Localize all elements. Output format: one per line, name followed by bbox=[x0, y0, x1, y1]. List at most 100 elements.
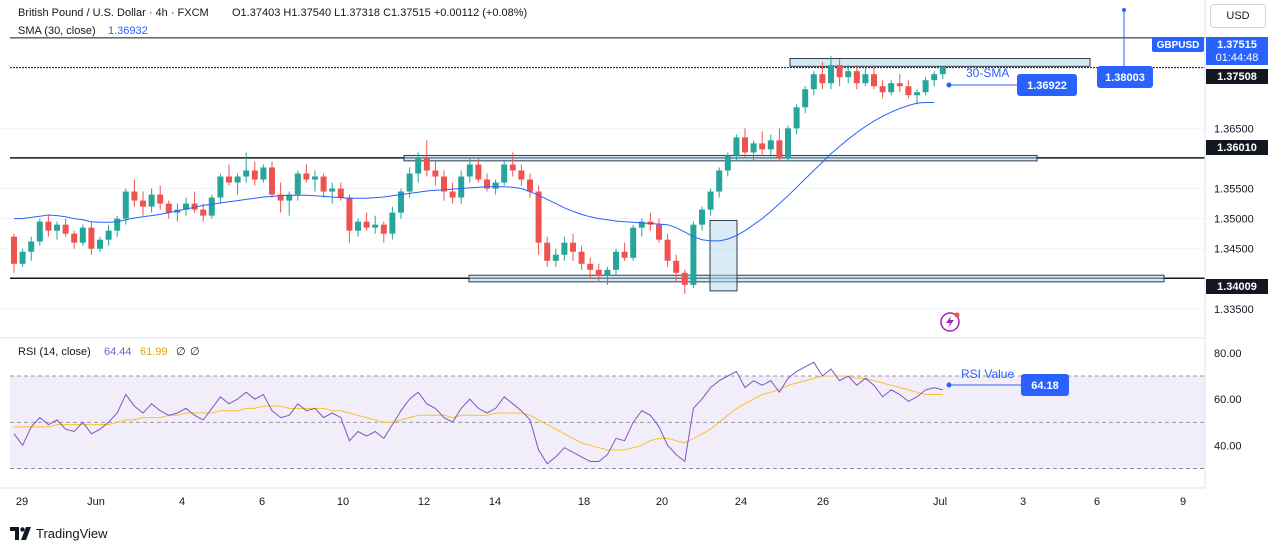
sma-callout[interactable]: 1.36922 30-SMA bbox=[946, 66, 1078, 96]
candle bbox=[79, 224, 86, 246]
candle bbox=[922, 77, 929, 96]
candle-body bbox=[888, 83, 895, 93]
candle bbox=[11, 233, 17, 273]
candle-body bbox=[122, 191, 129, 219]
level-tag-1: 1.37508 bbox=[1206, 69, 1268, 84]
time-tick-label: 4 bbox=[179, 496, 185, 508]
candle-body bbox=[36, 221, 43, 242]
candle bbox=[303, 164, 310, 183]
time-scale[interactable]: 29 Jun 4 6 10 12 14 18 20 24 26 Jul 3 6 9 bbox=[16, 496, 1186, 508]
candle bbox=[656, 218, 662, 243]
candle bbox=[767, 134, 774, 159]
candle-body bbox=[466, 164, 473, 177]
candle bbox=[458, 170, 465, 204]
target-callout[interactable]: 1.38003 bbox=[1097, 8, 1153, 88]
candle-body bbox=[819, 74, 826, 84]
candle-body bbox=[552, 254, 559, 261]
candle-body bbox=[604, 269, 611, 276]
rsi-tick-label: 40.00 bbox=[1214, 440, 1242, 452]
candle-body bbox=[638, 221, 645, 228]
candle bbox=[88, 221, 95, 255]
candle-body bbox=[183, 203, 189, 210]
tradingview-logo[interactable]: TradingView bbox=[10, 524, 108, 542]
candle-body bbox=[853, 71, 860, 84]
candle bbox=[441, 170, 447, 201]
candle-body bbox=[320, 176, 327, 192]
candle bbox=[398, 188, 404, 219]
candle-body bbox=[114, 218, 121, 231]
candle-body bbox=[681, 272, 688, 285]
candle-body bbox=[105, 230, 112, 240]
target-callout-text: 1.38003 bbox=[1105, 72, 1145, 84]
candle-body bbox=[28, 241, 35, 252]
time-tick-label: 6 bbox=[259, 496, 265, 508]
candle bbox=[871, 65, 877, 90]
candle bbox=[776, 128, 783, 162]
candle bbox=[552, 248, 559, 267]
price-scale[interactable]: 1.36500 1.35500 1.35000 1.34500 1.33500 bbox=[1214, 123, 1254, 316]
currency-button[interactable]: USD bbox=[1210, 4, 1266, 28]
candle-body bbox=[217, 176, 224, 198]
candle-body bbox=[423, 158, 430, 171]
level-tag-3: 1.34009 bbox=[1206, 279, 1268, 294]
candle-body bbox=[759, 143, 766, 150]
time-tick-label: 12 bbox=[418, 496, 430, 508]
candle bbox=[604, 266, 611, 285]
candle bbox=[742, 128, 748, 159]
candle bbox=[234, 173, 241, 195]
candle bbox=[475, 158, 482, 183]
rsi-scale[interactable]: 80.00 60.00 40.00 bbox=[1214, 348, 1242, 452]
candle-body bbox=[45, 221, 52, 231]
candle bbox=[905, 80, 912, 99]
candle-body bbox=[544, 242, 551, 261]
rsi-callout-text: 64.18 bbox=[1031, 380, 1059, 392]
candle bbox=[914, 89, 920, 105]
candle bbox=[415, 152, 422, 183]
rsi-tick-label: 60.00 bbox=[1214, 394, 1242, 406]
candle-body bbox=[828, 65, 834, 84]
candle-body bbox=[363, 221, 370, 228]
candle-body bbox=[587, 263, 594, 270]
lightning-icon[interactable] bbox=[940, 312, 960, 332]
zone-rect bbox=[468, 274, 1165, 283]
candle bbox=[19, 248, 26, 267]
candle bbox=[587, 257, 594, 279]
candle-body bbox=[475, 164, 482, 180]
countdown-text: 01:44:48 bbox=[1216, 52, 1259, 64]
candle-body bbox=[398, 191, 404, 213]
time-tick-label: 10 bbox=[337, 496, 349, 508]
candle-body bbox=[664, 239, 671, 261]
candle bbox=[888, 80, 895, 96]
candle-body bbox=[509, 164, 516, 171]
candle bbox=[544, 236, 551, 267]
rsi-callout[interactable]: 64.18 RSI Value bbox=[946, 367, 1070, 396]
candle-body bbox=[802, 89, 809, 108]
time-tick-label: 9 bbox=[1180, 496, 1186, 508]
candle bbox=[148, 188, 155, 213]
candles bbox=[11, 56, 946, 294]
candle-body bbox=[570, 242, 576, 252]
tradingview-logo-icon bbox=[10, 526, 32, 540]
candle-body bbox=[441, 176, 447, 192]
candle-body bbox=[845, 71, 852, 78]
candle-body bbox=[914, 92, 920, 96]
candle bbox=[819, 62, 826, 90]
time-tick-label: 3 bbox=[1020, 496, 1026, 508]
candle-body bbox=[939, 66, 946, 75]
candle-body bbox=[97, 239, 103, 249]
candle bbox=[810, 71, 817, 96]
candle bbox=[122, 188, 129, 225]
candle bbox=[724, 152, 731, 177]
rsi-line bbox=[13, 361, 943, 465]
symbol-price-tag: GBPUSD bbox=[1152, 37, 1204, 52]
candle bbox=[105, 224, 112, 246]
time-tick-label: 29 bbox=[16, 496, 28, 508]
rsi-annotation-text: RSI Value bbox=[961, 367, 1014, 381]
breakout-zone-rect bbox=[709, 219, 738, 292]
candle-body bbox=[148, 194, 155, 207]
candle bbox=[509, 152, 516, 177]
zone-rect bbox=[789, 58, 1091, 67]
candle-body bbox=[208, 197, 215, 216]
time-tick-label: 6 bbox=[1094, 496, 1100, 508]
